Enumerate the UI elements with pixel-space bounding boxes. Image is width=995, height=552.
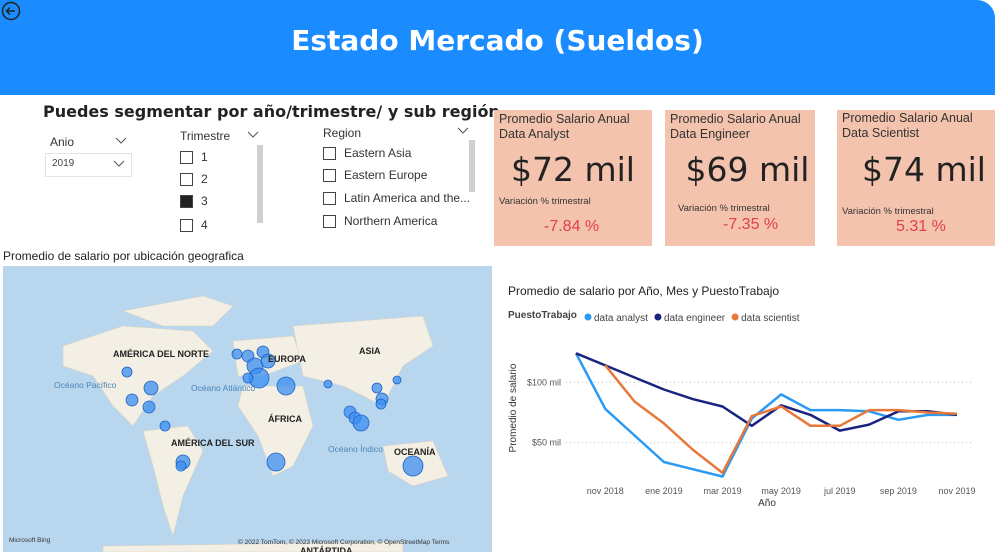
legend-marker <box>654 313 662 321</box>
quarter-option[interactable]: 4 <box>180 218 208 233</box>
map-label: Océano Atlántico <box>191 383 256 393</box>
kpi-change-label: Variación % trimestral <box>842 206 934 217</box>
map-brand: Microsoft Bing <box>9 537 51 544</box>
map-title: Promedio de salario por ubicación geogra… <box>3 249 244 263</box>
x-tick-label: may 2019 <box>761 486 801 496</box>
kpi-title: Promedio Salario Anual <box>842 111 973 125</box>
chevron <box>247 131 259 138</box>
option-text: Eastern Asia <box>344 146 412 160</box>
kpi-change: -7.84 % <box>544 218 600 235</box>
legend-title: PuestoTrabajo <box>508 310 577 321</box>
slicer-title: Puedes segmentar por año/trimestre/ y su… <box>43 102 500 121</box>
kpi-card: Promedio Salario Anual Data Scientist $74… <box>837 110 995 246</box>
region-option[interactable]: Latin America and the... <box>323 191 471 206</box>
series-line <box>604 364 958 475</box>
series-line <box>574 352 957 478</box>
region-label: Region <box>323 126 362 140</box>
map-attribution: © 2022 TomTom, © 2023 Microsoft Corporat… <box>238 538 450 546</box>
option-text: Eastern Europe <box>344 168 428 182</box>
kpi-value: $74 mil <box>862 150 986 189</box>
chevron <box>113 160 125 167</box>
header-bar <box>0 0 995 95</box>
legend-marker <box>731 313 739 321</box>
y-axis-title: Promedio de salario <box>508 363 519 452</box>
option-text: 4 <box>201 218 208 232</box>
map-label: Océano Pacífico <box>54 380 117 390</box>
x-tick-label: mar 2019 <box>704 486 742 496</box>
x-tick-label: sep 2019 <box>880 486 917 496</box>
map-label: Océano Índico <box>328 444 383 454</box>
map-label: AMÉRICA DEL NORTE <box>113 349 209 359</box>
x-tick-label: ene 2019 <box>645 486 683 496</box>
series-line <box>575 352 958 432</box>
kpi-value: $69 mil <box>685 150 810 189</box>
kpi-subtitle: Data Engineer <box>670 127 750 141</box>
option-text: 2 <box>201 172 208 186</box>
quarter-option[interactable]: 1 <box>180 150 208 165</box>
region-option[interactable]: Eastern Asia <box>323 146 412 161</box>
map-label: ÁFRICA <box>268 414 302 424</box>
map-label: OCEANÍA <box>394 447 436 457</box>
map-label: AMÉRICA DEL SUR <box>171 438 255 448</box>
kpi-change: -7.35 % <box>723 216 779 233</box>
back-button[interactable] <box>0 0 22 22</box>
x-tick-label: nov 2019 <box>938 486 975 496</box>
x-tick-label: nov 2018 <box>587 486 624 496</box>
kpi-change-label: Variación % trimestral <box>678 203 770 214</box>
scrollbar[interactable] <box>257 145 263 223</box>
legend-label: data analyst <box>594 313 648 324</box>
kpi-title: Promedio Salario Anual <box>670 112 801 126</box>
quarter-label: Trimestre <box>180 129 231 143</box>
year-value: 2019 <box>52 158 75 169</box>
kpi-card: Promedio Salario Anual Data Analyst $72 m… <box>494 110 652 246</box>
x-axis-title: Año <box>758 498 776 509</box>
kpi-card: Promedio Salario Anual Data Engineer $69 … <box>665 110 815 246</box>
option-text: Latin America and the... <box>344 191 471 205</box>
legend-marker <box>584 313 592 321</box>
kpi-value: $72 mil <box>511 150 635 189</box>
kpi-change: 5.31 % <box>896 218 946 235</box>
x-tick-label: jul 2019 <box>823 486 856 496</box>
kpi-subtitle: Data Scientist <box>842 126 920 140</box>
page-title: Estado Mercado (Sueldos) <box>291 24 704 57</box>
year-label: Anio <box>50 135 75 149</box>
region-option[interactable]: Eastern Europe <box>323 168 428 183</box>
chevron <box>457 127 469 134</box>
region-option[interactable]: Northern America <box>323 214 438 229</box>
map-label: ASIA <box>359 346 381 356</box>
year-dropdown[interactable] <box>45 153 132 177</box>
legend-label: data engineer <box>664 313 726 324</box>
quarter-option[interactable]: 2 <box>180 172 208 187</box>
map-label: ANTÁRTIDA <box>300 546 353 552</box>
scrollbar[interactable] <box>469 140 475 192</box>
option-text: 3 <box>201 194 208 208</box>
chart-title: Promedio de salario por Año, Mes y Puest… <box>508 284 779 298</box>
y-tick-label: $100 mil <box>527 377 561 387</box>
map[interactable]: AMÉRICA DEL NORTE EUROPA ASIA Océano Pac… <box>3 266 492 552</box>
chevron <box>115 137 127 144</box>
kpi-title: Promedio Salario Anual <box>499 112 630 126</box>
option-text: Northern America <box>344 214 438 228</box>
option-text: 1 <box>201 150 208 164</box>
kpi-subtitle: Data Analyst <box>499 127 570 141</box>
legend-label: data scientist <box>741 313 800 324</box>
map-label: EUROPA <box>268 354 306 364</box>
line-chart: Promedio de salario por Año, Mes y Puest… <box>508 284 976 509</box>
kpi-change-label: Variación % trimestral <box>499 196 591 207</box>
y-tick-label: $50 mil <box>532 438 561 448</box>
quarter-option[interactable]: 3 <box>180 194 208 209</box>
